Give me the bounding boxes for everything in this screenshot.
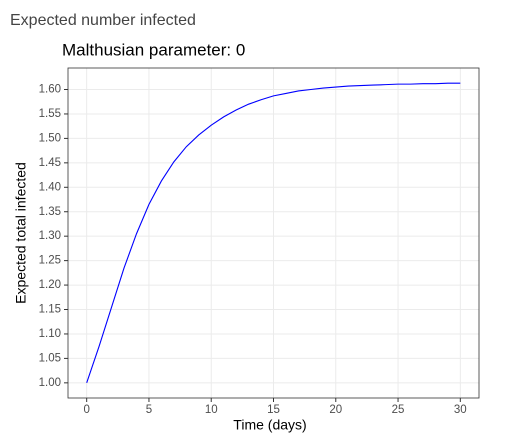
header-title: Expected number infected (10, 12, 196, 29)
y-tick-label: 1.15 (39, 304, 61, 316)
y-tick-label: 1.55 (39, 108, 61, 120)
x-tick-label: 5 (146, 404, 152, 416)
x-tick-label: 0 (83, 404, 89, 416)
x-tick-label: 10 (205, 404, 218, 416)
chart-title: Malthusian parameter: 0 (62, 40, 245, 59)
y-tick-label: 1.05 (39, 352, 61, 364)
y-tick-label: 1.00 (39, 377, 61, 389)
y-tick-label: 1.60 (39, 84, 61, 96)
x-tick-label: 20 (329, 404, 342, 416)
x-tick-label: 15 (267, 404, 280, 416)
y-tick-label: 1.50 (39, 132, 61, 144)
line (86, 82, 461, 384)
y-tick-label: 1.25 (39, 255, 61, 267)
y-axis-label: Expected total infected (13, 162, 29, 304)
y-tick-label: 1.20 (39, 279, 61, 291)
y-tick-label: 1.10 (39, 328, 61, 340)
x-tick-label: 30 (454, 404, 467, 416)
y-tick-label: 1.35 (39, 206, 61, 218)
y-tick-label: 1.30 (39, 230, 61, 242)
x-tick-label: 25 (392, 404, 405, 416)
x-axis-label: Time (days) (233, 417, 306, 433)
panel-border (67, 67, 480, 399)
y-tick-label: 1.40 (39, 181, 61, 193)
y-tick-label: 1.45 (39, 157, 61, 169)
